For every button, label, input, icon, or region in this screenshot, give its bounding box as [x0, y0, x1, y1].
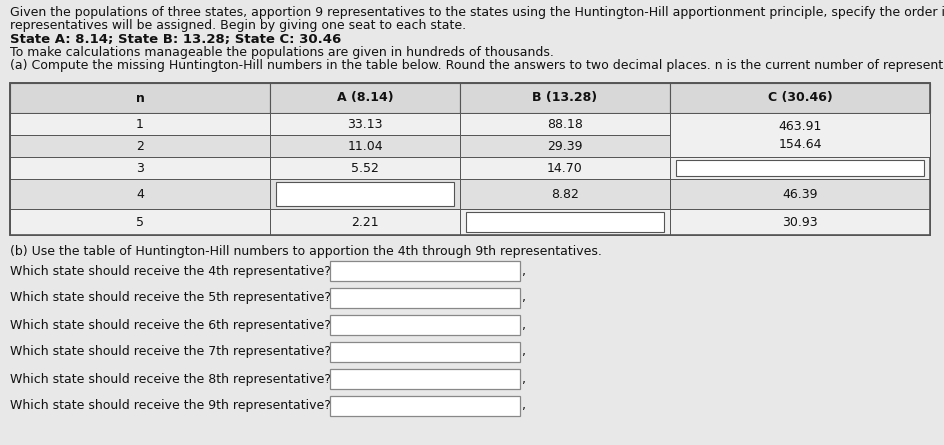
Text: Which state should receive the 9th representative?: Which state should receive the 9th repre… — [10, 400, 331, 413]
Text: 30.93: 30.93 — [783, 215, 818, 228]
Bar — [330, 288, 520, 308]
Bar — [270, 179, 460, 209]
Bar — [676, 160, 924, 176]
Bar — [10, 209, 270, 235]
Text: Given the populations of three states, apportion 9 representatives to the states: Given the populations of three states, a… — [10, 6, 944, 19]
Text: 3: 3 — [136, 162, 143, 174]
Text: 33.13: 33.13 — [347, 117, 382, 130]
Bar — [10, 113, 270, 135]
Text: representatives will be assigned. Begin by giving one seat to each state.: representatives will be assigned. Begin … — [10, 19, 466, 32]
Bar — [460, 209, 670, 235]
Text: 154.64: 154.64 — [778, 138, 821, 151]
Text: ,: , — [522, 291, 526, 304]
Bar — [466, 212, 664, 232]
Text: 5: 5 — [136, 215, 144, 228]
Bar — [10, 135, 270, 157]
Text: 11.04: 11.04 — [347, 139, 383, 153]
Text: n: n — [136, 92, 144, 105]
Text: A (8.14): A (8.14) — [337, 92, 394, 105]
Bar — [270, 209, 460, 235]
Text: To make calculations manageable the populations are given in hundreds of thousan: To make calculations manageable the popu… — [10, 46, 554, 59]
Text: 88.18: 88.18 — [548, 117, 583, 130]
Bar — [460, 157, 670, 179]
Text: Which state should receive the 5th representative?: Which state should receive the 5th repre… — [10, 291, 331, 304]
Bar — [460, 113, 670, 135]
Text: (b) Use the table of Huntington-Hill numbers to apportion the 4th through 9th re: (b) Use the table of Huntington-Hill num… — [10, 245, 602, 258]
Bar — [330, 261, 520, 281]
Bar — [276, 182, 454, 206]
Text: B (13.28): B (13.28) — [532, 92, 598, 105]
Bar — [270, 83, 460, 113]
Text: 8.82: 8.82 — [551, 187, 579, 201]
Bar — [460, 179, 670, 209]
Text: (a) Compute the missing Huntington-Hill numbers in the table below. Round the an: (a) Compute the missing Huntington-Hill … — [10, 59, 944, 72]
Bar — [670, 83, 930, 113]
Bar — [460, 135, 670, 157]
Text: ,: , — [522, 264, 526, 278]
Bar — [330, 342, 520, 362]
Bar — [10, 179, 270, 209]
Text: 1: 1 — [136, 117, 143, 130]
Text: 14.70: 14.70 — [548, 162, 582, 174]
Bar — [10, 83, 930, 235]
Text: Which state should receive the 7th representative?: Which state should receive the 7th repre… — [10, 345, 331, 359]
Bar — [670, 157, 930, 179]
Bar — [670, 209, 930, 235]
Bar — [330, 396, 520, 416]
Bar — [330, 315, 520, 335]
Bar — [670, 113, 930, 157]
Bar — [270, 157, 460, 179]
Text: 2.21: 2.21 — [351, 215, 379, 228]
Text: ,: , — [522, 372, 526, 385]
Bar — [670, 135, 930, 157]
Text: Which state should receive the 6th representative?: Which state should receive the 6th repre… — [10, 319, 331, 332]
Text: 29.39: 29.39 — [548, 139, 582, 153]
Text: 46.39: 46.39 — [783, 187, 818, 201]
Text: 5.52: 5.52 — [351, 162, 379, 174]
Bar — [10, 83, 270, 113]
Text: 463.91: 463.91 — [778, 120, 821, 133]
Bar — [460, 83, 670, 113]
Text: Which state should receive the 4th representative?: Which state should receive the 4th repre… — [10, 264, 331, 278]
Text: ,: , — [522, 345, 526, 359]
Text: C (30.46): C (30.46) — [767, 92, 833, 105]
Text: ,: , — [522, 319, 526, 332]
Text: ,: , — [522, 400, 526, 413]
Bar — [10, 83, 930, 235]
Text: Which state should receive the 8th representative?: Which state should receive the 8th repre… — [10, 372, 331, 385]
Text: 4: 4 — [136, 187, 143, 201]
Text: 2: 2 — [136, 139, 143, 153]
Text: State A: 8.14; State B: 13.28; State C: 30.46: State A: 8.14; State B: 13.28; State C: … — [10, 33, 341, 46]
Bar — [10, 157, 270, 179]
Bar — [670, 113, 930, 135]
Bar — [330, 369, 520, 389]
Bar — [270, 113, 460, 135]
Bar — [670, 179, 930, 209]
Bar — [270, 135, 460, 157]
